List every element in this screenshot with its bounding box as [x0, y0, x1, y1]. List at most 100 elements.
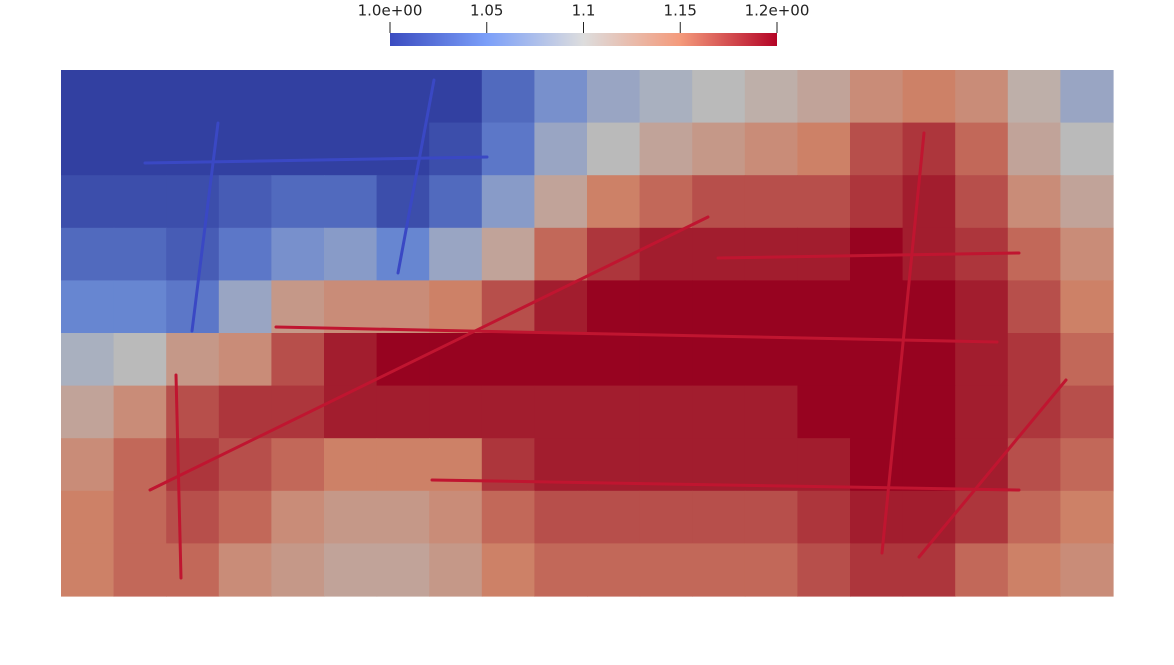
cell: [481, 227, 535, 281]
cell: [376, 70, 430, 124]
cell: [587, 490, 641, 544]
cell: [61, 333, 115, 387]
cell: [587, 333, 641, 387]
colorbar: [390, 33, 777, 46]
cell: [429, 438, 483, 492]
cell: [376, 280, 430, 334]
cell: [1060, 438, 1114, 492]
cell: [639, 490, 693, 544]
cell: [797, 438, 851, 492]
cell: [1060, 543, 1114, 597]
cell: [1060, 227, 1114, 281]
cell: [692, 280, 746, 334]
cell: [902, 280, 956, 334]
cell: [481, 122, 535, 176]
cell: [797, 490, 851, 544]
cell: [744, 490, 798, 544]
cell: [639, 280, 693, 334]
cell: [166, 543, 220, 597]
colorbar-tick-label: 1.15: [664, 2, 697, 20]
cell: [376, 227, 430, 281]
cell: [113, 122, 167, 176]
cell: [324, 438, 378, 492]
cell: [271, 227, 325, 281]
cell: [61, 175, 115, 229]
cell: [481, 385, 535, 439]
cell: [744, 333, 798, 387]
cell: [955, 70, 1009, 124]
cell: [902, 490, 956, 544]
cell: [850, 333, 904, 387]
cell: [797, 70, 851, 124]
cell: [61, 122, 115, 176]
cell: [1060, 175, 1114, 229]
cell: [1007, 280, 1061, 334]
cell: [797, 333, 851, 387]
colorbar-tick-label: 1.2e+00: [745, 2, 810, 20]
cell: [639, 122, 693, 176]
cell: [850, 175, 904, 229]
cell: [534, 385, 588, 439]
fracture: [880, 131, 926, 555]
cell: [376, 333, 430, 387]
cell: [324, 543, 378, 597]
cell: [639, 227, 693, 281]
cell: [902, 175, 956, 229]
cell: [271, 333, 325, 387]
cell: [481, 438, 535, 492]
cell: [324, 122, 378, 176]
cell: [61, 227, 115, 281]
cell: [166, 438, 220, 492]
cell: [692, 333, 746, 387]
cell: [534, 227, 588, 281]
cell: [324, 280, 378, 334]
cell: [850, 280, 904, 334]
cell: [166, 385, 220, 439]
fracture: [396, 78, 436, 275]
cell: [113, 543, 167, 597]
cell: [429, 490, 483, 544]
cell: [324, 175, 378, 229]
cell: [534, 70, 588, 124]
cell: [955, 385, 1009, 439]
cell: [113, 438, 167, 492]
cell: [744, 438, 798, 492]
cell: [744, 122, 798, 176]
cell: [797, 385, 851, 439]
cell: [534, 543, 588, 597]
cell: [324, 385, 378, 439]
cell: [692, 490, 746, 544]
cell: [955, 122, 1009, 176]
cell: [429, 175, 483, 229]
cell: [324, 70, 378, 124]
cell: [218, 543, 272, 597]
cell: [534, 490, 588, 544]
fracture: [143, 155, 489, 165]
colorbar-tick-label: 1.05: [470, 2, 503, 20]
cell: [1007, 333, 1061, 387]
cell: [850, 122, 904, 176]
cell: [218, 280, 272, 334]
cell: [1060, 490, 1114, 544]
cell: [166, 333, 220, 387]
cell: [692, 543, 746, 597]
cell: [271, 70, 325, 124]
cell: [744, 175, 798, 229]
fracture: [430, 478, 1021, 492]
cell: [744, 543, 798, 597]
cell: [587, 280, 641, 334]
cell: [797, 543, 851, 597]
cell: [113, 490, 167, 544]
fracture: [148, 215, 710, 492]
cell: [744, 227, 798, 281]
cell: [1060, 122, 1114, 176]
cell: [61, 490, 115, 544]
cell: [902, 70, 956, 124]
cell: [955, 543, 1009, 597]
cell: [166, 70, 220, 124]
colorbar-ticks: 1.0e+00 1.05 1.1 1.15 1.2e+00: [358, 2, 810, 33]
cell: [902, 438, 956, 492]
cell: [113, 280, 167, 334]
cell: [587, 122, 641, 176]
